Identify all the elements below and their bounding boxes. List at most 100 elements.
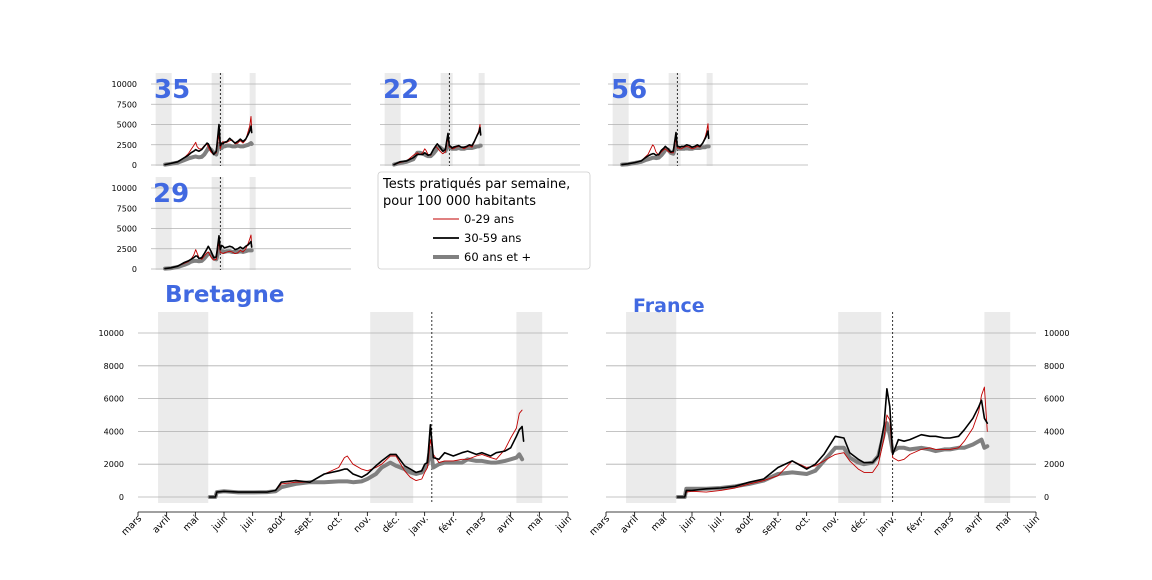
series-line-0-29 [164, 234, 253, 270]
shaded-band [516, 312, 543, 503]
legend: Tests pratiqués par semaine, pour 100 000… [377, 171, 591, 270]
x-tick-label: nov. [820, 513, 842, 535]
y-tick-label: 10000 [99, 329, 124, 338]
y-tick-label: 4000 [1044, 427, 1064, 436]
y-tick-label: 7500 [117, 204, 137, 213]
shaded-band [838, 312, 882, 503]
x-tick-label: oct. [792, 513, 812, 533]
panel-dept-29: 0 2500 5000 7500 10000 29 [112, 177, 351, 274]
series-line-60plus [675, 421, 990, 499]
y-tick-label: 8000 [1044, 362, 1064, 371]
x-tick-label: août [265, 513, 288, 536]
x-tick-label: mai [649, 513, 669, 533]
y-tick-label: 6000 [1044, 395, 1064, 404]
panel-title: Bretagne [165, 282, 284, 308]
x-tick-label: mars [931, 513, 956, 538]
x-tick-label: févr. [905, 513, 928, 536]
panel-title: 56 [611, 75, 647, 105]
x-tick-label: mars [119, 513, 144, 538]
x-tick-label: mars [587, 513, 612, 538]
x-tick-label: avril [494, 513, 516, 535]
panel-dept-22: 22 [380, 73, 580, 167]
series-line-60plus [163, 141, 254, 167]
series-line-30-59 [621, 130, 710, 166]
x-tick-label: juin [1021, 513, 1042, 534]
shaded-band [249, 177, 256, 270]
panel-dept-35: 0 2500 5000 7500 10000 35 [112, 73, 351, 170]
y-tick-label: 4000 [104, 427, 124, 436]
legend-title-line2: pour 100 000 habitants [383, 194, 536, 209]
x-tick-label: sept. [760, 513, 784, 537]
series-line-60plus [620, 143, 711, 167]
x-tick-label: juin [553, 513, 574, 534]
shaded-band [478, 73, 485, 166]
x-tick-label: avril [150, 513, 172, 535]
series-line-30-59 [164, 235, 253, 270]
y-tick-label: 0 [132, 161, 137, 170]
x-tick-label: nov. [352, 513, 374, 535]
x-tick-label: janv. [406, 513, 430, 537]
shaded-band [626, 312, 677, 503]
y-tick-label: 0 [1044, 493, 1049, 502]
x-tick-label: juil. [238, 513, 258, 533]
shaded-band [155, 73, 172, 166]
y-tick-label: 10000 [112, 184, 137, 193]
shaded-band [984, 312, 1011, 503]
series-line-30-59 [393, 126, 482, 166]
shaded-band [612, 73, 629, 166]
y-tick-label: 5000 [117, 225, 137, 234]
y-tick-label: 2000 [1044, 460, 1064, 469]
shaded-band [384, 73, 401, 166]
x-tick-label: juil. [706, 513, 726, 533]
y-tick-label: 7500 [117, 100, 137, 109]
y-tick-label: 10000 [112, 80, 137, 89]
x-tick-label: mai [993, 513, 1013, 533]
legend-label: 30-59 ans [464, 231, 521, 245]
x-tick-label: mai [525, 513, 545, 533]
y-tick-label: 8000 [104, 362, 124, 371]
series-line-0-29 [621, 123, 710, 166]
series-line-30-59 [208, 423, 525, 498]
x-tick-label: févr. [437, 513, 460, 536]
series-line-60plus [207, 445, 525, 499]
series-line-0-29 [677, 386, 988, 498]
legend-box [377, 171, 591, 270]
x-tick-label: avril [618, 513, 640, 535]
x-tick-label: juin [677, 513, 698, 534]
x-tick-label: oct. [324, 513, 344, 533]
x-tick-label: mai [181, 513, 201, 533]
y-tick-label: 0 [119, 493, 124, 502]
x-tick-label: août [733, 513, 756, 536]
panel-dept-56: 56 [608, 73, 808, 167]
x-tick-label: janv. [874, 513, 898, 537]
shaded-band [706, 73, 713, 166]
x-tick-label: sept. [292, 513, 316, 537]
y-tick-label: 2000 [104, 460, 124, 469]
y-tick-label: 2500 [117, 141, 137, 150]
y-tick-label: 10000 [1044, 329, 1069, 338]
y-tick-label: 5000 [117, 121, 137, 130]
shaded-band [249, 73, 256, 166]
shaded-band [155, 177, 172, 270]
x-tick-label: déc. [848, 513, 870, 535]
x-tick-label: déc. [380, 513, 402, 535]
legend-label: 60 ans et + [464, 250, 531, 264]
x-tick-label: juin [209, 513, 230, 534]
series-line-30-59 [676, 387, 989, 498]
panel-title: France [633, 295, 705, 317]
legend-label: 0-29 ans [464, 212, 514, 226]
panel-title: 35 [154, 75, 190, 105]
series-line-30-59 [164, 123, 253, 166]
y-tick-label: 6000 [104, 395, 124, 404]
x-tick-label: mars [463, 513, 488, 538]
shaded-band [158, 312, 209, 503]
y-tick-label: 2500 [117, 245, 137, 254]
legend-title-line1: Tests pratiqués par semaine, [382, 177, 570, 192]
y-tick-label: 0 [132, 265, 137, 274]
x-tick-label: avril [962, 513, 984, 535]
panel-title: 29 [153, 179, 189, 209]
